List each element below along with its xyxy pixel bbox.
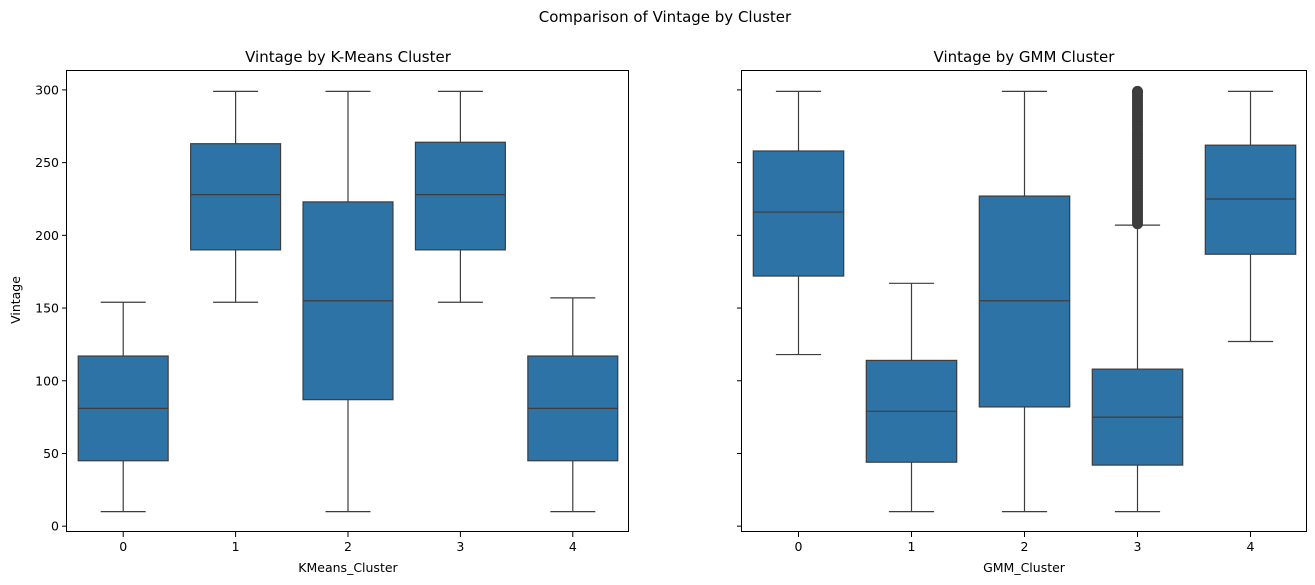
axes-kmeans-title: Vintage by K-Means Cluster: [245, 48, 452, 66]
gmm-box-0: [752, 150, 845, 277]
kmeans-ytick-label-3: 150: [35, 301, 59, 316]
kmeans-ytick-label-1: 50: [43, 446, 59, 461]
gmm-xtick-label-3: 3: [1134, 539, 1142, 554]
axes-gmm-title: Vintage by GMM Cluster: [934, 48, 1116, 66]
figure-suptitle: Comparison of Vintage by Cluster: [539, 8, 792, 26]
gmm-outlier-3-46: [1132, 85, 1143, 97]
axes-gmm-frame: [741, 70, 1307, 532]
axes-kmeans: Vintage by K-Means Cluster KMeans_Cluste…: [8, 48, 629, 575]
kmeans-ytick-label-2: 100: [35, 373, 59, 388]
kmeans-xtick-label-4: 4: [569, 539, 577, 554]
axes-kmeans-frame: [66, 70, 629, 532]
axes-kmeans-ylabel: Vintage: [8, 276, 23, 324]
kmeans-box-1: [190, 143, 282, 251]
gmm-box-2: [978, 195, 1071, 408]
gmm-xtick-label-0: 0: [795, 539, 803, 554]
axes-kmeans-marks: 0 50 100 150 200 250 300 0 1 2 3 4: [35, 82, 619, 554]
kmeans-xtick-label-0: 0: [119, 539, 127, 554]
kmeans-ytick-label-0: 0: [51, 519, 59, 534]
kmeans-xtick-label-1: 1: [232, 539, 240, 554]
gmm-xtick-label-2: 2: [1021, 539, 1029, 554]
kmeans-xtick-label-2: 2: [344, 539, 352, 554]
kmeans-ytick-label-6: 300: [35, 82, 59, 97]
axes-kmeans-xlabel: KMeans_Cluster: [298, 560, 398, 575]
gmm-box-4: [1204, 144, 1297, 255]
gmm-xtick-label-4: 4: [1247, 539, 1255, 554]
axes-gmm: Vintage by GMM Cluster GMM_Cluster 0 1 2 3 4: [737, 48, 1307, 575]
kmeans-ytick-label-4: 200: [35, 228, 59, 243]
kmeans-xtick-label-3: 3: [456, 539, 464, 554]
axes-gmm-xlabel: GMM_Cluster: [983, 560, 1066, 575]
kmeans-ytick-label-5: 250: [35, 155, 59, 170]
gmm-xtick-label-1: 1: [908, 539, 916, 554]
axes-gmm-marks: 0 1 2 3 4: [737, 85, 1297, 554]
kmeans-box-3: [414, 141, 506, 251]
